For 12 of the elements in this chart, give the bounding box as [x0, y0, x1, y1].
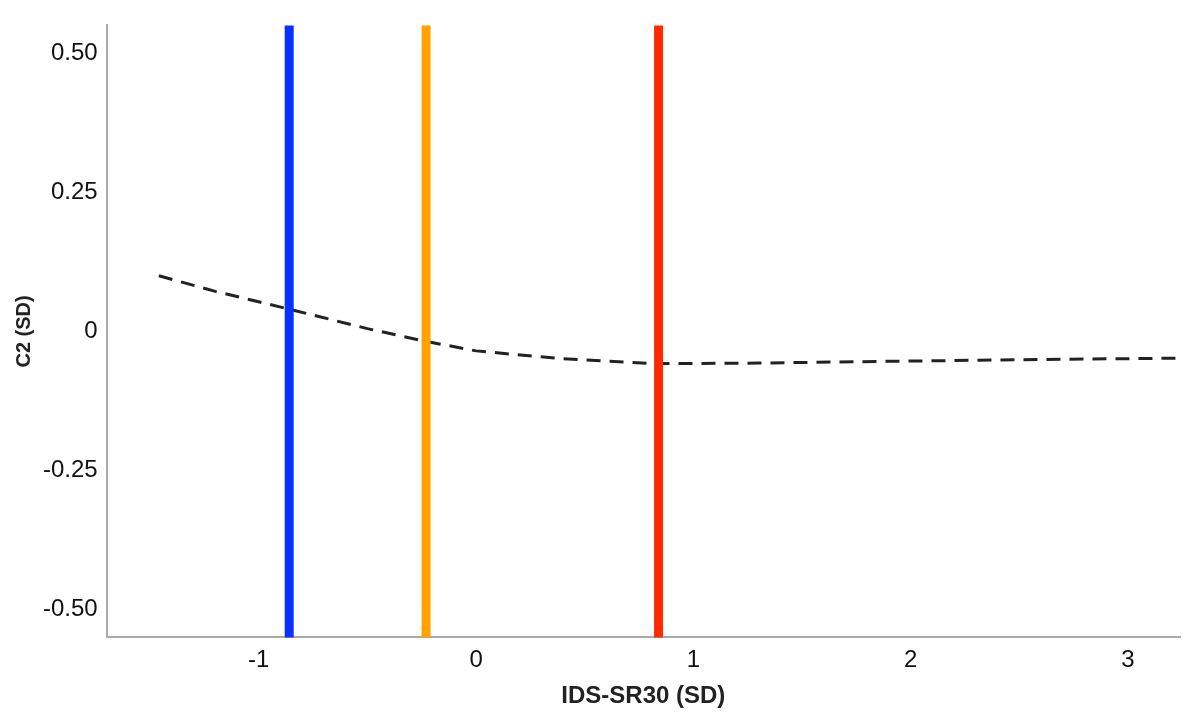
- y-tick-label: 0.50: [50, 37, 98, 65]
- y-axis-title: C2 (SD): [11, 295, 34, 368]
- x-tick-label: -1: [248, 645, 270, 673]
- x-tick-label: 3: [1121, 645, 1135, 673]
- x-axis-title: IDS-SR30 (SD): [561, 681, 726, 709]
- x-tick-label: 1: [686, 645, 700, 673]
- x-tick-label: 2: [903, 645, 918, 673]
- y-tick-label: -0.25: [43, 455, 98, 483]
- y-tick-label: -0.50: [43, 594, 98, 622]
- y-tick-label: 0: [84, 316, 98, 344]
- y-tick-label: 0.25: [50, 176, 98, 204]
- x-tick-label: 0: [469, 645, 483, 673]
